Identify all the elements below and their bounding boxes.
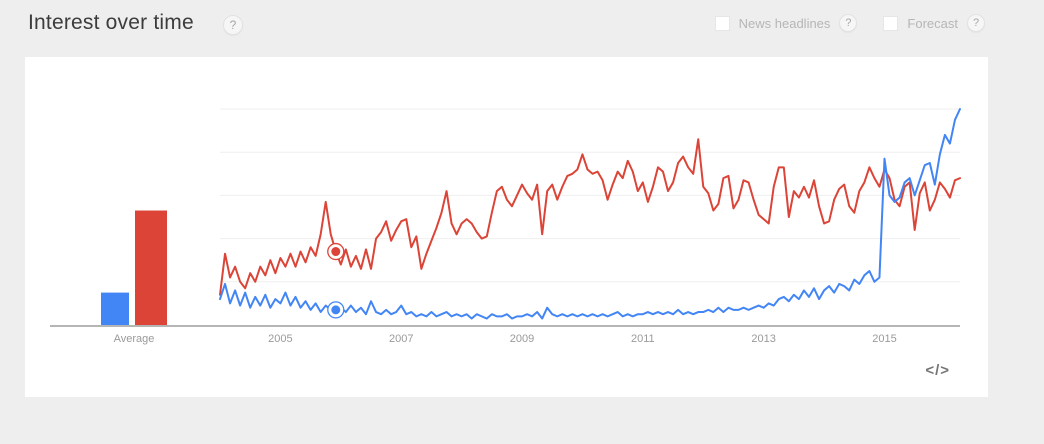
- x-tick-2015: 2015: [872, 333, 896, 345]
- x-tick-2009: 2009: [510, 333, 534, 345]
- average-axis-label: Average: [114, 333, 155, 345]
- x-tick-2005: 2005: [268, 333, 292, 345]
- trend-chart-svg[interactable]: Average 2005 2007 2009 2011 2013 2015: [25, 57, 988, 397]
- average-bar-blue: [101, 292, 129, 325]
- title-help-icon[interactable]: ?: [223, 15, 243, 35]
- news-headlines-help-icon[interactable]: ?: [839, 14, 858, 32]
- header-controls: News headlines ? Forecast ?: [714, 14, 985, 32]
- news-headlines-label[interactable]: News headlines: [738, 15, 831, 31]
- x-tick-2011: 2011: [631, 333, 655, 345]
- news-headlines-control: News headlines ?: [714, 14, 858, 32]
- average-bar-red: [135, 210, 167, 325]
- marker-dot-red: [331, 247, 341, 257]
- forecast-label[interactable]: Forecast: [907, 15, 958, 31]
- marker-dot-blue: [331, 305, 341, 315]
- forecast-help-icon[interactable]: ?: [967, 14, 985, 32]
- embed-code-button[interactable]: </>: [925, 362, 950, 379]
- x-tick-2007: 2007: [389, 333, 413, 345]
- forecast-control: Forecast ?: [883, 14, 985, 32]
- series-line-red[interactable]: [219, 138, 961, 296]
- page-title: Interest over time: [28, 11, 194, 34]
- news-headlines-checkbox[interactable]: [714, 15, 730, 31]
- x-tick-2013: 2013: [751, 333, 775, 345]
- series-line-blue[interactable]: [219, 108, 961, 320]
- forecast-checkbox[interactable]: [883, 15, 899, 31]
- interest-over-time-card: Average 2005 2007 2009 2011 2013 2015 </>: [25, 57, 988, 397]
